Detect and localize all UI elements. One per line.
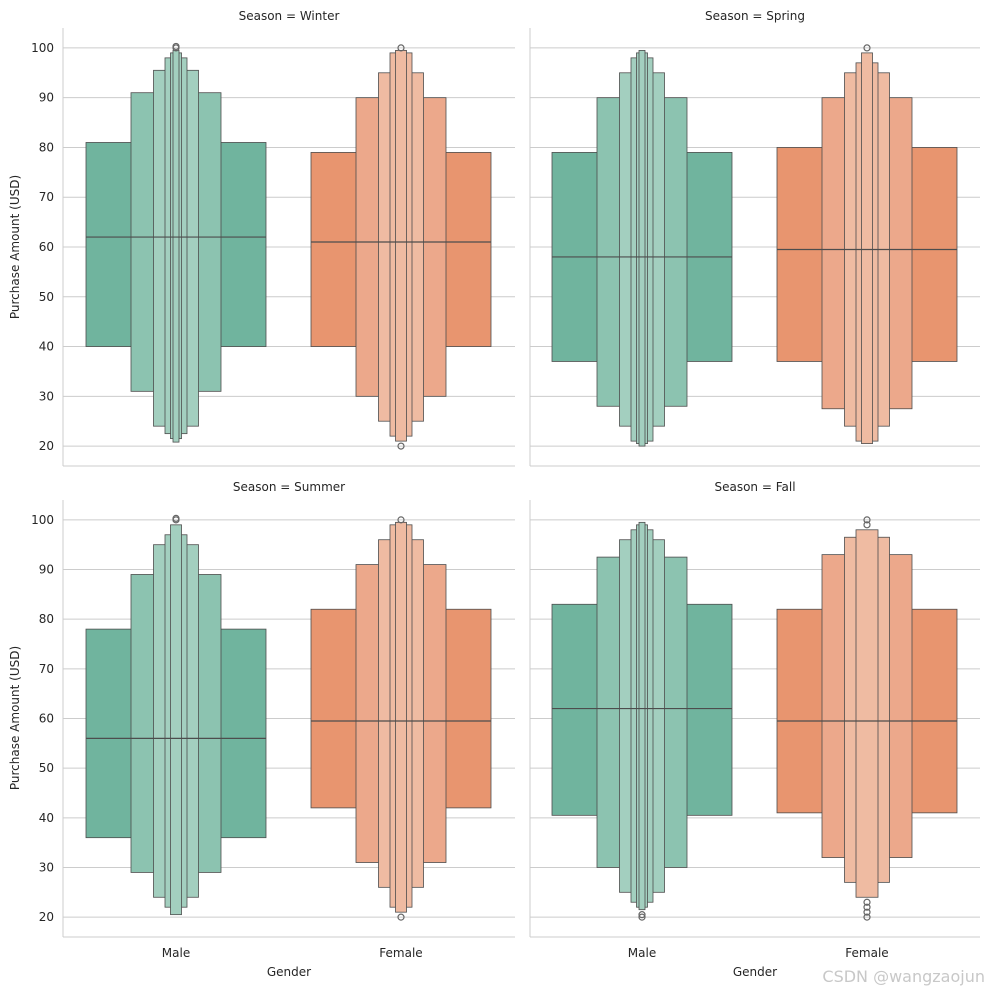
female-outlier-point bbox=[863, 521, 871, 529]
y-tick-label: 30 bbox=[39, 389, 54, 403]
male-box-level-6 bbox=[172, 49, 180, 443]
panel-winter-y-ticks: 20 30 40 50 60 70 80 90 100 bbox=[31, 41, 54, 453]
panel-summer-title: Season = Summer bbox=[233, 480, 345, 494]
y-tick-label: 100 bbox=[31, 513, 54, 527]
x-tick-label-male: Male bbox=[628, 946, 656, 960]
y-tick-label: 100 bbox=[31, 41, 54, 55]
male-outlier-point bbox=[172, 42, 180, 51]
panel-spring-title: Season = Spring bbox=[705, 9, 805, 23]
male-box-level-6 bbox=[638, 49, 646, 447]
panel-summer-boxes bbox=[85, 514, 492, 921]
male-outlier-point bbox=[172, 514, 180, 522]
female-outlier-point bbox=[863, 903, 871, 911]
panel-summer-x-axis-label: Gender bbox=[267, 965, 311, 979]
y-tick-label: 80 bbox=[39, 140, 54, 154]
female-outlier-point bbox=[397, 44, 405, 52]
y-tick-label: 70 bbox=[39, 662, 54, 676]
female-outlier-point bbox=[863, 913, 871, 921]
panel-winter-y-axis-label: Purchase Amount (USD) bbox=[8, 175, 22, 319]
female-box-level-5 bbox=[395, 49, 407, 442]
x-tick-label-female: Female bbox=[379, 946, 422, 960]
panel-fall-x-ticks: Male Female bbox=[628, 946, 889, 960]
female-box-level-5 bbox=[861, 52, 873, 445]
panel-fall-x-axis-label: Gender bbox=[733, 965, 777, 979]
y-tick-label: 80 bbox=[39, 612, 54, 626]
panel-fall-boxes bbox=[551, 516, 958, 921]
male-outlier-point bbox=[638, 913, 646, 921]
panel-summer: Season = Summer 20 30 40 50 60 70 80 90 100 Male… bbox=[8, 480, 515, 979]
female-box-level-5 bbox=[395, 521, 407, 913]
panel-winter: Season = Winter 20 30 40 50 60 70 80 90 100 Purc… bbox=[8, 9, 515, 467]
female-outlier-point bbox=[397, 442, 405, 450]
y-tick-label: 90 bbox=[39, 91, 54, 105]
y-tick-label: 40 bbox=[39, 340, 54, 354]
panel-summer-y-axis-label: Purchase Amount (USD) bbox=[8, 646, 22, 790]
y-tick-label: 30 bbox=[39, 860, 54, 874]
male-outlier-point bbox=[638, 911, 646, 919]
y-tick-label: 50 bbox=[39, 290, 54, 304]
y-tick-label: 90 bbox=[39, 563, 54, 577]
y-tick-label: 60 bbox=[39, 240, 54, 254]
female-outlier-point bbox=[863, 898, 871, 906]
y-tick-label: 60 bbox=[39, 712, 54, 726]
panel-winter-boxes bbox=[85, 42, 492, 450]
female-outlier-point bbox=[863, 516, 871, 524]
panel-spring-boxes bbox=[551, 44, 958, 447]
female-box-level-4 bbox=[855, 529, 879, 898]
female-outlier-point bbox=[863, 44, 871, 52]
y-tick-label: 20 bbox=[39, 439, 54, 453]
female-outlier-point bbox=[863, 908, 871, 916]
y-tick-label: 40 bbox=[39, 811, 54, 825]
panel-summer-x-ticks: Male Female bbox=[162, 946, 423, 960]
female-outlier-point bbox=[397, 516, 405, 524]
y-tick-label: 20 bbox=[39, 910, 54, 924]
male-box-level-5 bbox=[170, 524, 182, 916]
x-tick-label-female: Female bbox=[845, 946, 888, 960]
panel-fall-title: Season = Fall bbox=[714, 480, 795, 494]
y-tick-label: 70 bbox=[39, 190, 54, 204]
y-tick-label: 50 bbox=[39, 761, 54, 775]
female-outlier-point bbox=[397, 913, 405, 921]
watermark: CSDN @wangzaojun bbox=[822, 967, 985, 986]
male-box-level-6 bbox=[638, 521, 646, 911]
panel-spring: Season = Spring bbox=[529, 9, 980, 467]
panel-winter-title: Season = Winter bbox=[239, 9, 340, 23]
x-tick-label-male: Male bbox=[162, 946, 190, 960]
panel-summer-y-ticks: 20 30 40 50 60 70 80 90 100 bbox=[31, 513, 54, 924]
panel-fall: Season = Fall Male Female Gender bbox=[529, 480, 980, 979]
